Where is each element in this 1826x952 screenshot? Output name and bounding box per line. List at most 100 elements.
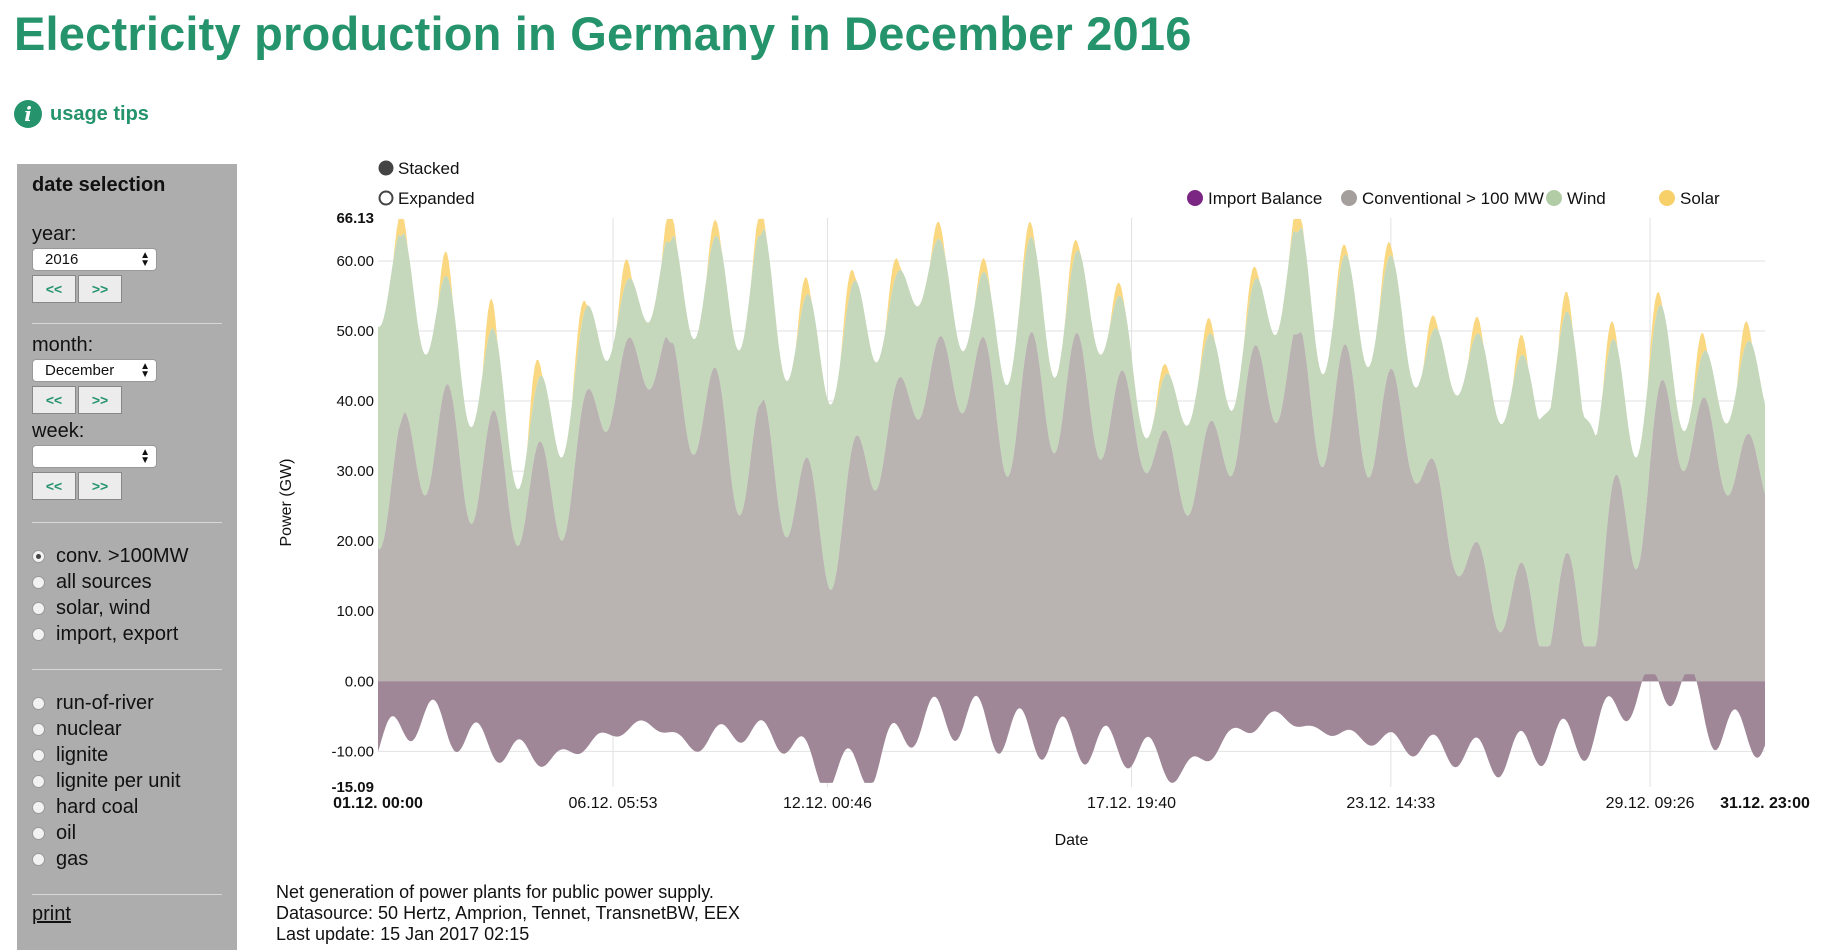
plant-type-radio-label: hard coal xyxy=(56,796,139,818)
source-radio[interactable]: import, export xyxy=(32,621,222,647)
year-next-button[interactable]: >> xyxy=(78,275,122,303)
month-select-value: December xyxy=(45,362,115,379)
week-prev-button[interactable]: << xyxy=(32,472,76,500)
year-label: year: xyxy=(32,223,77,245)
radio-circle-icon xyxy=(32,852,45,866)
legend-label: Wind xyxy=(1567,189,1606,208)
source-radio-label: import, export xyxy=(56,623,179,645)
plant-type-radio-label: oil xyxy=(56,822,77,844)
plant-type-radio[interactable]: nuclear xyxy=(32,716,222,742)
plant-type-radio[interactable]: run-of-river xyxy=(32,690,222,716)
year-select[interactable]: 2016 ▲ ▼ xyxy=(32,248,157,271)
radio-circle-icon xyxy=(32,748,45,762)
radio-circle-icon xyxy=(32,722,45,736)
legend-swatch xyxy=(1546,190,1562,206)
y-axis-title: Power (GW) xyxy=(278,459,295,547)
x-tick-label: 29.12. 09:26 xyxy=(1606,795,1695,812)
legend-swatch xyxy=(1341,190,1357,206)
select-arrows-icon: ▲ ▼ xyxy=(140,360,150,380)
select-arrows-icon: ▲ ▼ xyxy=(140,446,150,466)
footer-datasource: Datasource: 50 Hertz, Amprion, Tennet, T… xyxy=(276,903,740,923)
y-min-label: -15.09 xyxy=(331,779,374,796)
x-tick-label: 12.12. 00:46 xyxy=(783,795,872,812)
plant-type-radio[interactable]: lignite per unit xyxy=(32,768,222,794)
sidebar: date selection year: 2016 ▲ ▼ << >> month… xyxy=(17,164,237,950)
plant-type-radio[interactable]: gas xyxy=(32,846,222,872)
source-radio-label: conv. >100MW xyxy=(56,545,189,567)
radio-circle-icon xyxy=(32,575,45,589)
y-max-label: 66.13 xyxy=(336,210,374,227)
x-end-label: 31.12. 23:00 xyxy=(1720,795,1810,812)
x-start-label: 01.12. 00:00 xyxy=(333,795,423,812)
radio-circle-icon xyxy=(32,826,45,840)
divider xyxy=(32,522,222,523)
source-radio-label: all sources xyxy=(56,571,152,593)
divider xyxy=(32,323,222,324)
view-mode-radio-icon[interactable] xyxy=(378,190,394,206)
week-next-button[interactable]: >> xyxy=(78,472,122,500)
divider xyxy=(32,894,222,895)
footer-last-update: Last update: 15 Jan 2017 02:15 xyxy=(276,924,530,944)
y-tick-label: -10.00 xyxy=(331,743,374,760)
usage-tips-label: usage tips xyxy=(50,102,149,125)
footer-description: Net generation of power plants for publi… xyxy=(276,882,714,902)
y-tick-label: 50.00 xyxy=(336,323,374,340)
type-radio-group: run-of-river nuclear lignite lignite per un… xyxy=(32,690,222,872)
plant-type-radio-label: gas xyxy=(56,848,89,870)
y-tick-label: 0.00 xyxy=(345,673,374,690)
week-select[interactable]: ▲ ▼ xyxy=(32,445,157,468)
radio-circle-icon xyxy=(32,627,45,641)
plant-type-radio[interactable]: lignite xyxy=(32,742,222,768)
view-mode-label: Expanded xyxy=(398,189,475,208)
plant-type-radio[interactable]: oil xyxy=(32,820,222,846)
y-tick-label: 40.00 xyxy=(336,393,374,410)
plant-type-radio-label: run-of-river xyxy=(56,692,154,714)
plant-type-radio-label: lignite xyxy=(56,744,109,766)
year-select-value: 2016 xyxy=(45,251,79,268)
info-icon: i xyxy=(14,100,42,128)
x-tick-label: 23.12. 14:33 xyxy=(1346,795,1435,812)
y-tick-label: 30.00 xyxy=(336,463,374,480)
month-next-button[interactable]: >> xyxy=(78,386,122,414)
year-prev-button[interactable]: << xyxy=(32,275,76,303)
month-prev-button[interactable]: << xyxy=(32,386,76,414)
wind-area xyxy=(378,227,1765,647)
radio-circle-icon xyxy=(32,601,45,615)
conventional-area xyxy=(378,331,1765,682)
y-tick-label: 10.00 xyxy=(336,603,374,620)
x-tick-label: 06.12. 05:53 xyxy=(569,795,658,812)
legend-label: Solar xyxy=(1680,189,1720,208)
source-radio[interactable]: conv. >100MW xyxy=(32,543,222,569)
date-selection-heading: date selection xyxy=(32,174,166,196)
chart-footer: Net generation of power plants for publi… xyxy=(276,882,740,945)
plant-type-radio-label: nuclear xyxy=(56,718,122,740)
x-tick-label: 17.12. 19:40 xyxy=(1087,795,1176,812)
production-chart: -10.00 0.00 10.00 20.00 30.00 40.00 50.00 60.00… xyxy=(278,159,1810,849)
source-radio-group: conv. >100MW all sources solar, wind import… xyxy=(32,543,222,647)
source-radio-label: solar, wind xyxy=(56,597,151,619)
source-radio[interactable]: all sources xyxy=(32,569,222,595)
radio-circle-icon xyxy=(32,800,45,814)
x-axis-title: Date xyxy=(1055,832,1089,849)
month-select[interactable]: December ▲ ▼ xyxy=(32,359,157,382)
plant-type-radio-label: lignite per unit xyxy=(56,770,181,792)
view-mode-label: Stacked xyxy=(398,159,459,178)
legend-swatch xyxy=(1187,190,1203,206)
select-arrows-icon: ▲ ▼ xyxy=(140,249,150,269)
legend-swatch xyxy=(1659,190,1675,206)
source-radio[interactable]: solar, wind xyxy=(32,595,222,621)
view-mode-radio-icon[interactable] xyxy=(378,160,394,176)
week-label: week: xyxy=(32,420,85,442)
legend-label: Conventional > 100 MW xyxy=(1362,189,1544,208)
radio-circle-icon xyxy=(32,549,45,563)
legend-label: Import Balance xyxy=(1208,189,1322,208)
usage-tips-link[interactable]: i usage tips xyxy=(14,100,149,128)
radio-circle-icon xyxy=(32,696,45,710)
print-link[interactable]: print xyxy=(32,903,71,925)
page-title: Electricity production in Germany in Dec… xyxy=(14,7,1192,60)
month-label: month: xyxy=(32,334,94,356)
import-balance-area xyxy=(378,674,1765,783)
plant-type-radio[interactable]: hard coal xyxy=(32,794,222,820)
y-tick-label: 60.00 xyxy=(336,253,374,270)
divider xyxy=(32,669,222,670)
